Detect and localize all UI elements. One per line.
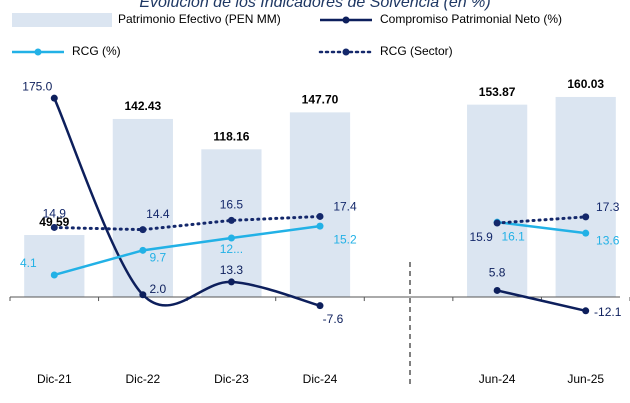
bar — [555, 96, 616, 298]
point-value-label: -7.6 — [323, 312, 344, 326]
x-tick-label: Dic-21 — [37, 372, 72, 386]
point-value-label: 13.6 — [596, 233, 620, 247]
point-marker — [227, 234, 235, 242]
point-marker — [50, 271, 58, 279]
legend-marker — [342, 48, 350, 56]
point-marker — [227, 216, 235, 224]
bar-value-label: 118.16 — [213, 129, 249, 143]
legend-label: Patrimonio Efectivo (PEN MM) — [118, 12, 281, 26]
series-line — [53, 220, 586, 277]
bar — [289, 112, 351, 297]
point-value-label: 5.8 — [489, 266, 506, 280]
legend-label: RCG (%) — [72, 44, 121, 58]
bar-value-label: 160.03 — [567, 77, 604, 91]
point-marker — [50, 94, 58, 102]
legend-label: RCG (Sector) — [380, 44, 453, 58]
point-value-label: 16.5 — [220, 198, 244, 212]
point-marker — [316, 212, 324, 220]
point-value-label: 17.3 — [596, 200, 620, 214]
point-value-label: 14.4 — [146, 207, 170, 221]
point-value-label: 2.0 — [150, 282, 167, 296]
x-tick-label: Jun-25 — [567, 372, 604, 386]
point-value-label: 15.2 — [333, 232, 357, 246]
x-tick-label: Dic-22 — [126, 372, 161, 386]
point-value-label: 175.0 — [22, 79, 52, 93]
point-value-label: 13.3 — [220, 263, 244, 277]
legend-marker — [34, 48, 42, 56]
x-tick-label: Dic-24 — [303, 372, 338, 386]
point-marker — [316, 222, 324, 230]
bar — [467, 104, 528, 297]
point-marker — [139, 226, 147, 234]
bar-value-label: 142.43 — [125, 99, 162, 113]
bar — [24, 235, 85, 297]
point-marker — [227, 278, 235, 286]
point-value-label: 12... — [220, 242, 243, 256]
series-line — [53, 97, 586, 313]
point-value-label: -12.1 — [594, 305, 622, 319]
legend-marker — [342, 16, 350, 24]
point-marker — [139, 291, 147, 299]
bar-value-label: 153.87 — [479, 85, 516, 99]
point-value-label: 16.1 — [501, 229, 525, 243]
point-value-label: 14.9 — [43, 207, 67, 221]
point-marker — [50, 223, 58, 231]
point-value-label: 15.9 — [469, 230, 493, 244]
bar-value-label: 147.70 — [302, 93, 339, 107]
bar-value-label: 49.59 — [39, 215, 69, 229]
point-marker — [493, 219, 501, 227]
point-value-label: 9.7 — [150, 251, 167, 265]
x-tick-label: Jun-24 — [479, 372, 516, 386]
bar — [112, 118, 173, 298]
point-marker — [139, 246, 147, 254]
point-marker — [582, 307, 590, 315]
legend-label: Compromiso Patrimonial Neto (%) — [380, 12, 562, 26]
legend-swatch — [12, 13, 112, 27]
point-marker — [582, 213, 590, 221]
x-tick-label: Dic-23 — [214, 372, 249, 386]
point-marker — [582, 229, 590, 237]
point-marker — [316, 302, 324, 310]
point-marker — [493, 286, 501, 294]
point-value-label: 17.4 — [333, 200, 357, 214]
chart-title: Evolución de los Indicadores de Solvenci… — [139, 0, 490, 11]
point-value-label: 4.1 — [20, 256, 37, 270]
series-line — [52, 214, 588, 232]
